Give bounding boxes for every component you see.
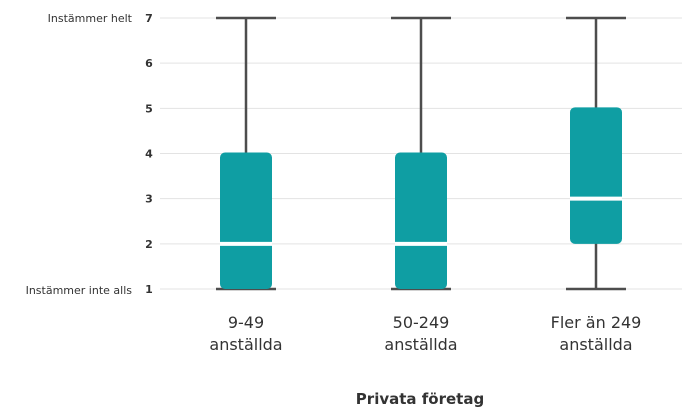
box-3: [566, 16, 626, 291]
x-tick-label: 50-249: [393, 313, 450, 332]
x-tick-label: Fler än 249: [551, 313, 642, 332]
x-tick-label: anställda: [384, 335, 457, 354]
box-2: [391, 16, 451, 291]
box-1: [216, 16, 276, 291]
box-iqr: [570, 107, 622, 244]
x-axis: 9-49 anställda 50-249 anställda Fler än 249 a…: [209, 313, 641, 354]
box-iqr: [220, 152, 272, 289]
y-anchor-label-top: Instämmer helt: [48, 12, 133, 25]
y-tick-label: 3: [145, 193, 153, 206]
y-tick-label: 2: [145, 238, 153, 251]
x-tick-label: anställda: [559, 335, 632, 354]
y-tick-label: 5: [145, 102, 153, 115]
y-tick-label: 7: [145, 12, 153, 25]
y-anchor-label-bottom: Instämmer inte alls: [26, 284, 133, 297]
box-iqr: [395, 152, 447, 289]
y-tick-label: 6: [145, 57, 153, 70]
y-tick-label: 4: [145, 148, 153, 161]
y-axis: Instämmer helt Instämmer inte alls 1 2 3 4 5…: [26, 12, 154, 297]
x-tick-label: 9-49: [228, 313, 264, 332]
x-axis-title: Privata företag: [356, 390, 484, 408]
x-tick-label: anställda: [209, 335, 282, 354]
boxes: [216, 16, 626, 291]
y-tick-label: 1: [145, 283, 153, 296]
